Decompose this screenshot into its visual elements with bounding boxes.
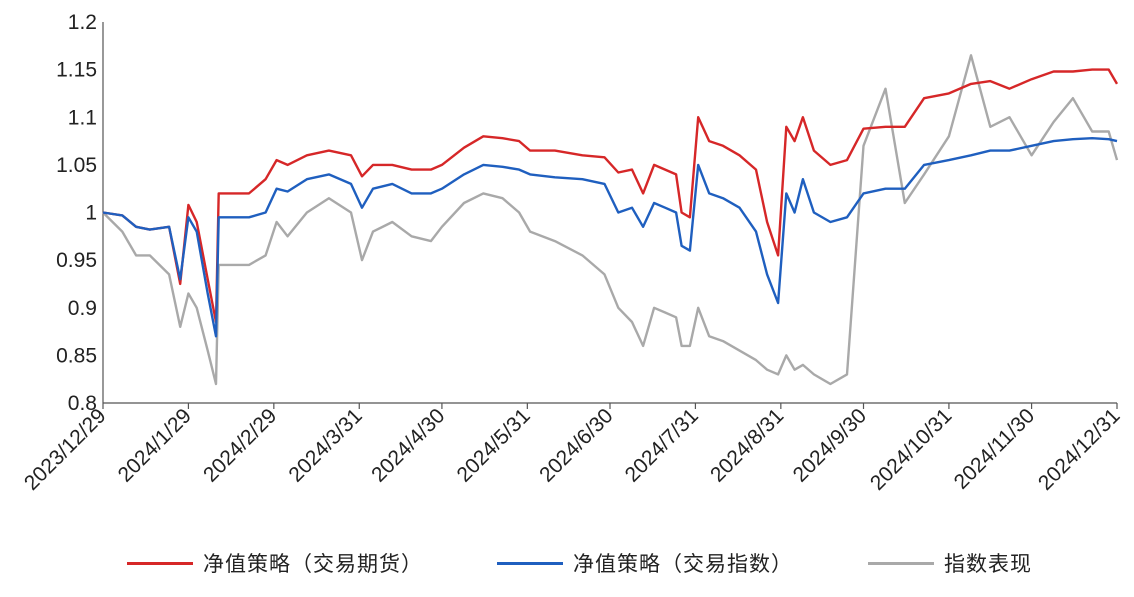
series-line-index-performance xyxy=(102,54,1119,386)
legend-swatch-index-trading xyxy=(497,561,563,565)
legend-item-futures: 净值策略（交易期货） xyxy=(127,548,423,578)
x-tick-label: 2024/9/30 xyxy=(789,404,871,486)
legend-item-index-performance: 指数表现 xyxy=(868,548,1032,578)
x-tick-label: 2024/1/29 xyxy=(114,404,196,486)
x-tick-label: 2024/10/31 xyxy=(866,404,957,495)
x-tick-label: 2024/2/29 xyxy=(199,404,281,486)
y-tick-label: 1.15 xyxy=(56,59,97,82)
legend-label-index-performance: 指数表现 xyxy=(944,552,1032,576)
y-tick-label: 0.9 xyxy=(68,297,97,320)
y-tick-label: 0.95 xyxy=(56,249,97,272)
y-tick-label: 1.2 xyxy=(68,11,97,34)
y-tick-labels: 0.8 0.85 0.9 0.95 1 1.05 1.1 1.15 1.2 xyxy=(56,11,97,415)
legend-label-futures: 净值策略（交易期货） xyxy=(203,552,423,576)
y-tick-label: 1.05 xyxy=(56,154,97,177)
x-tick-label: 2024/11/30 xyxy=(950,404,1039,493)
legend-item-index-trading: 净值策略（交易指数） xyxy=(497,548,793,578)
legend-label-index-trading: 净值策略（交易指数） xyxy=(573,552,793,576)
legend-swatch-index-performance xyxy=(868,561,934,565)
chart-legend: 净值策略（交易期货） 净值策略（交易指数） 指数表现 xyxy=(0,548,1134,588)
x-tick-label: 2024/5/31 xyxy=(453,404,535,486)
x-tick-label: 2024/12/31 xyxy=(1034,404,1125,495)
series-line-index-trading xyxy=(102,137,1118,338)
series-lines xyxy=(102,54,1119,386)
y-tick-label: 0.85 xyxy=(56,344,97,367)
y-tick-label: 1 xyxy=(85,202,97,225)
x-tick-label: 2024/8/31 xyxy=(706,404,788,486)
x-tick-label: 2024/4/30 xyxy=(367,404,449,486)
x-tick-label: 2023/12/29 xyxy=(20,404,111,495)
line-chart: 0.8 0.85 0.9 0.95 1 1.05 1.1 1.15 1.2 2023/12/29… xyxy=(20,11,1125,495)
y-tick-label: 1.1 xyxy=(68,106,97,129)
series-line-futures xyxy=(102,68,1119,324)
legend-swatch-futures xyxy=(127,561,193,565)
y-tick-label: 0.8 xyxy=(68,392,97,415)
x-tick-label: 2024/6/30 xyxy=(535,404,617,486)
x-tick-label: 2024/3/31 xyxy=(284,404,366,486)
x-tick-labels: 2023/12/29 2024/1/29 2024/2/29 2024/3/31 202… xyxy=(20,403,1125,495)
x-tick-label: 2024/7/31 xyxy=(621,404,703,486)
